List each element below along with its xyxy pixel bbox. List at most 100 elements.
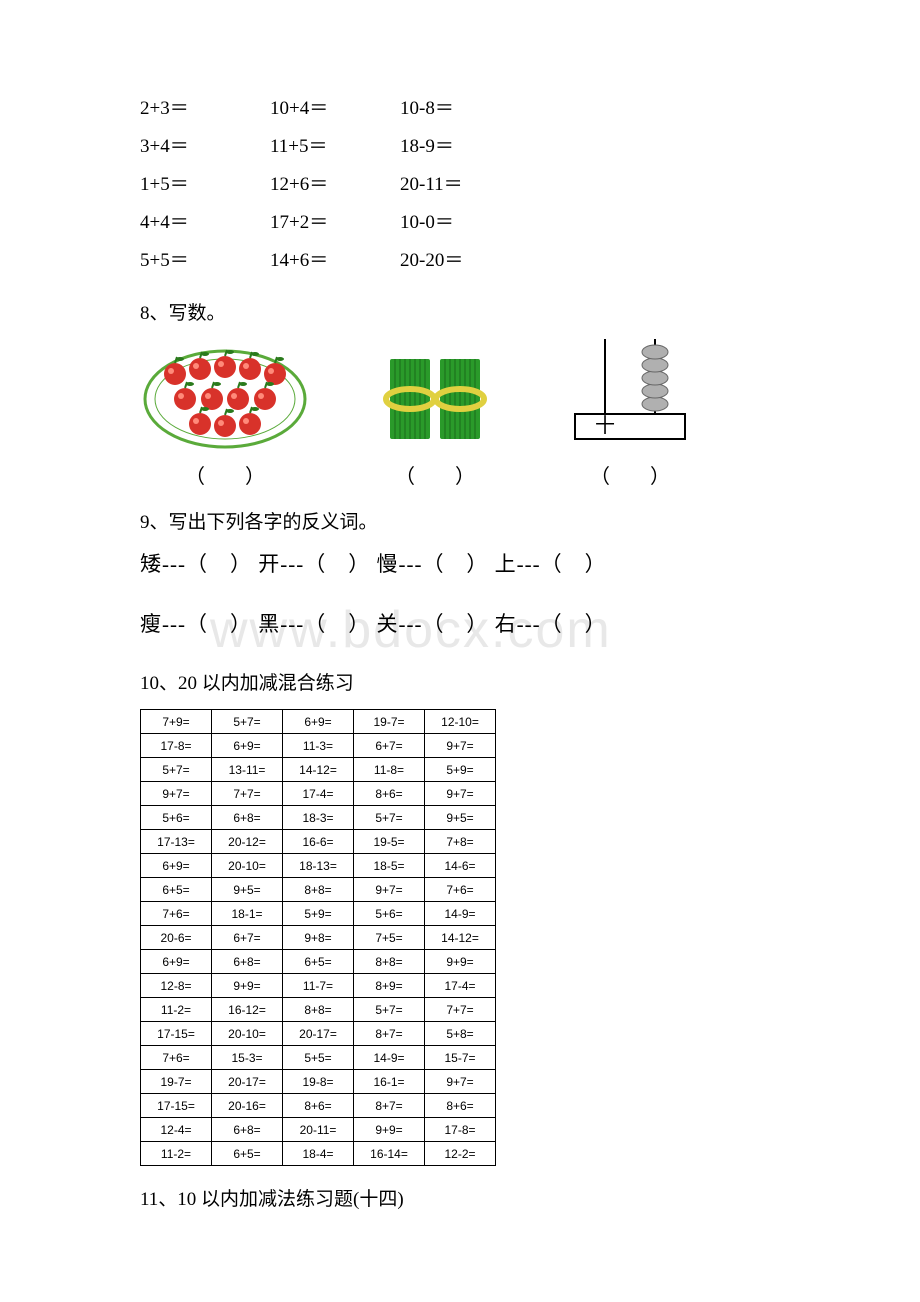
table-cell: 6+9=: [141, 854, 212, 878]
table-row: 17-15=20-16=8+6=8+7=8+6=: [141, 1094, 496, 1118]
table-cell: 8+6=: [354, 782, 425, 806]
table-cell: 20-17=: [283, 1022, 354, 1046]
svg-text:十: 十: [595, 414, 615, 437]
section10-title: 10、20 以内加减混合练习: [140, 668, 780, 695]
table-cell: 9+9=: [354, 1118, 425, 1142]
table-cell: 9+9=: [425, 950, 496, 974]
table-cell: 18-4=: [283, 1142, 354, 1166]
table-cell: 17-13=: [141, 830, 212, 854]
eq-cell: 2+3＝: [140, 90, 270, 128]
eq-cell: 20-20＝: [400, 242, 530, 280]
table-cell: 5+7=: [354, 806, 425, 830]
table-cell: 20-10=: [212, 854, 283, 878]
table-cell: 5+9=: [283, 902, 354, 926]
table-row: 9+7=7+7=17-4=8+6=9+7=: [141, 782, 496, 806]
antonym-line-1: 矮---（ ） 开---（ ） 慢---（ ） 上---（ ）: [140, 548, 780, 578]
table-cell: 9+7=: [354, 878, 425, 902]
eq-cell: 11+5＝: [270, 128, 400, 166]
table-cell: 17-8=: [141, 734, 212, 758]
table-cell: 14-9=: [354, 1046, 425, 1070]
table-cell: 16-12=: [212, 998, 283, 1022]
table-row: 17-15=20-10=20-17=8+7=5+8=: [141, 1022, 496, 1046]
table-row: 5+7=13-11=14-12=11-8=5+9=: [141, 758, 496, 782]
table-cell: 16-14=: [354, 1142, 425, 1166]
table-cell: 9+9=: [212, 974, 283, 998]
eq-cell: 3+4＝: [140, 128, 270, 166]
table-cell: 7+9=: [141, 710, 212, 734]
paren: （ ）: [560, 460, 700, 489]
eq-cell: 12+6＝: [270, 166, 400, 204]
table-cell: 16-1=: [354, 1070, 425, 1094]
table-row: 7+6=18-1=5+9=5+6=14-9=: [141, 902, 496, 926]
table-cell: 17-8=: [425, 1118, 496, 1142]
eq-cell: 14+6＝: [270, 242, 400, 280]
table-cell: 11-2=: [141, 1142, 212, 1166]
eq-row: 5+5＝ 14+6＝ 20-20＝: [140, 242, 780, 280]
eq-row: 2+3＝ 10+4＝ 10-8＝: [140, 90, 780, 128]
eq-cell: 1+5＝: [140, 166, 270, 204]
table-cell: 17-4=: [425, 974, 496, 998]
table-cell: 11-7=: [283, 974, 354, 998]
table-cell: 6+8=: [212, 806, 283, 830]
table-cell: 20-11=: [283, 1118, 354, 1142]
table-cell: 12-8=: [141, 974, 212, 998]
table-cell: 9+7=: [141, 782, 212, 806]
table-cell: 6+8=: [212, 950, 283, 974]
table-row: 5+6=6+8=18-3=5+7=9+5=: [141, 806, 496, 830]
table-cell: 12-4=: [141, 1118, 212, 1142]
antonym-line-2: 瘦---（ ） 黑---（ ） 关---（ ） 右---（ ）: [140, 608, 780, 638]
table-cell: 5+8=: [425, 1022, 496, 1046]
table-cell: 8+7=: [354, 1022, 425, 1046]
table-cell: 5+7=: [141, 758, 212, 782]
eq-cell: 20-11＝: [400, 166, 530, 204]
table-cell: 19-5=: [354, 830, 425, 854]
table-cell: 8+9=: [354, 974, 425, 998]
table-cell: 11-8=: [354, 758, 425, 782]
table-cell: 18-13=: [283, 854, 354, 878]
table-cell: 16-6=: [283, 830, 354, 854]
table-cell: 20-17=: [212, 1070, 283, 1094]
table-cell: 7+8=: [425, 830, 496, 854]
table-cell: 9+5=: [425, 806, 496, 830]
eq-cell: 18-9＝: [400, 128, 530, 166]
table-cell: 17-4=: [283, 782, 354, 806]
table-cell: 15-3=: [212, 1046, 283, 1070]
table-cell: 18-1=: [212, 902, 283, 926]
table-row: 11-2=16-12=8+8=5+7=7+7=: [141, 998, 496, 1022]
table-cell: 8+6=: [425, 1094, 496, 1118]
table-cell: 6+9=: [141, 950, 212, 974]
table-cell: 17-15=: [141, 1094, 212, 1118]
table-cell: 6+9=: [212, 734, 283, 758]
table-cell: 17-15=: [141, 1022, 212, 1046]
table-cell: 18-3=: [283, 806, 354, 830]
table-cell: 7+6=: [141, 1046, 212, 1070]
table-cell: 8+8=: [354, 950, 425, 974]
table-cell: 5+5=: [283, 1046, 354, 1070]
table-cell: 9+5=: [212, 878, 283, 902]
table-cell: 7+7=: [212, 782, 283, 806]
eq-cell: 10-0＝: [400, 204, 530, 242]
table-row: 6+5=9+5=8+8=9+7=7+6=: [141, 878, 496, 902]
table-cell: 6+8=: [212, 1118, 283, 1142]
table-cell: 5+7=: [212, 710, 283, 734]
table-row: 17-13=20-12=16-6=19-5=7+8=: [141, 830, 496, 854]
table-cell: 13-11=: [212, 758, 283, 782]
table-cell: 5+6=: [141, 806, 212, 830]
equations-block: 2+3＝ 10+4＝ 10-8＝ 3+4＝ 11+5＝ 18-9＝ 1+5＝ 1…: [140, 90, 780, 280]
section9-title: 9、写出下列各字的反义词。: [140, 507, 780, 534]
table-row: 12-4=6+8=20-11=9+9=17-8=: [141, 1118, 496, 1142]
table-cell: 6+7=: [354, 734, 425, 758]
table-cell: 7+7=: [425, 998, 496, 1022]
table-cell: 6+7=: [212, 926, 283, 950]
table-cell: 6+5=: [141, 878, 212, 902]
abacus: 十: [560, 339, 700, 454]
paren: （ ）: [360, 460, 510, 489]
table-cell: 18-5=: [354, 854, 425, 878]
table-row: 7+6=15-3=5+5=14-9=15-7=: [141, 1046, 496, 1070]
section11-title: 11、10 以内加减法练习题(十四): [140, 1184, 780, 1211]
table-cell: 8+7=: [354, 1094, 425, 1118]
eq-cell: 10-8＝: [400, 90, 530, 128]
table-row: 20-6=6+7=9+8=7+5=14-12=: [141, 926, 496, 950]
table-cell: 14-9=: [425, 902, 496, 926]
table-row: 6+9=6+8=6+5=8+8=9+9=: [141, 950, 496, 974]
